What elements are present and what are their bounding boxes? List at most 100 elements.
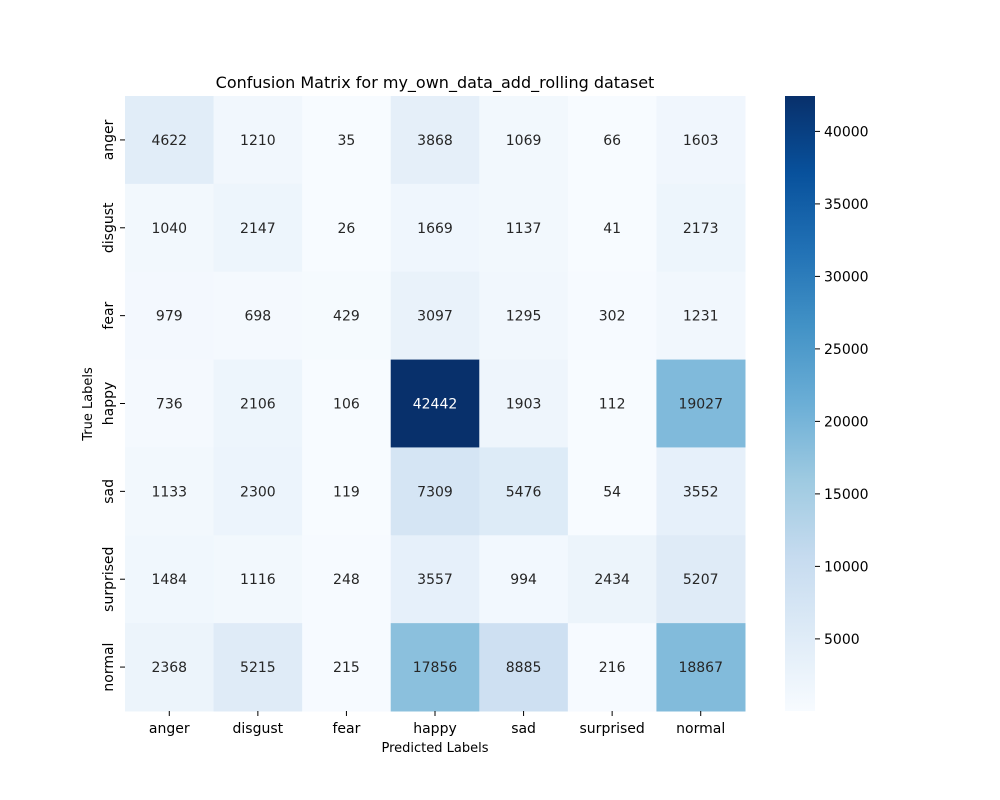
heatmap-cell: [479, 183, 569, 273]
cell-value-label: 119: [333, 484, 360, 500]
y-tick-label: disgust: [101, 202, 117, 253]
heatmap-cell: [479, 359, 569, 448]
y-tick-label: normal: [101, 643, 117, 692]
heatmap-cell: [656, 271, 746, 361]
heatmap-cell: [656, 96, 746, 185]
x-tick-label: surprised: [580, 721, 645, 737]
heatmap-cell: [213, 447, 303, 536]
y-tick-label: fear: [101, 301, 117, 329]
x-tick-label: fear: [332, 721, 360, 737]
x-tick-label: normal: [676, 721, 725, 737]
cell-value-label: 54: [603, 484, 621, 500]
colorbar-ticks: 5000 10000 15000 20000 25000 30000 35000 40000: [815, 124, 869, 648]
cell-value-label: 1903: [506, 397, 542, 413]
cell-value-label: 3868: [417, 133, 453, 149]
cell-value-label: 1133: [151, 484, 187, 500]
heatmap-cell: [302, 447, 392, 536]
heatmap-cell: [390, 96, 480, 185]
cell-value-label: 248: [333, 572, 360, 588]
heatmap-cell: [567, 535, 657, 624]
cell-value-label: 26: [338, 221, 356, 237]
heatmap-cell: [302, 359, 392, 448]
heatmap-cell: [390, 359, 480, 448]
y-axis-label: True Labels: [81, 367, 96, 442]
colorbar-tick-label: 15000: [824, 487, 869, 503]
cell-value-label: 429: [333, 309, 360, 325]
cell-value-label: 2106: [240, 397, 276, 413]
colorbar-tick-label: 20000: [824, 414, 869, 430]
chart-title: Confusion Matrix for my_own_data_add_rol…: [216, 73, 655, 93]
x-tick-label: sad: [511, 721, 536, 737]
cell-value-label: 5207: [683, 572, 719, 588]
colorbar-tick-label: 40000: [824, 124, 869, 140]
cell-value-label: 2368: [151, 660, 187, 676]
cell-value-label: 1069: [506, 133, 542, 149]
heatmap-cells: 4622 1210 35 3868 1069 66 1603 1040 2147 26 1669 11…: [125, 96, 746, 712]
cell-value-label: 1484: [151, 572, 187, 588]
heatmap-cell: [125, 359, 215, 448]
cell-value-label: 979: [156, 309, 183, 325]
heatmap-cell: [390, 183, 480, 273]
heatmap-cell: [302, 183, 392, 273]
heatmap-cell: [390, 623, 480, 712]
x-axis-label: Predicted Labels: [381, 741, 488, 756]
heatmap-cell: [567, 447, 657, 536]
cell-value-label: 19027: [678, 397, 723, 413]
cell-value-label: 3552: [683, 484, 719, 500]
heatmap-cell: [479, 447, 569, 536]
axis-ticks: anger disgust fear happy sad surprised normal a…: [101, 119, 725, 737]
x-tick-label: anger: [149, 721, 190, 737]
cell-value-label: 3557: [417, 572, 453, 588]
heatmap-cell: [656, 359, 746, 448]
heatmap-cell: [125, 447, 215, 536]
heatmap-cell: [302, 96, 392, 185]
heatmap-cell: [567, 623, 657, 712]
cell-value-label: 1040: [151, 221, 187, 237]
cell-value-label: 42442: [413, 397, 458, 413]
heatmap-cell: [567, 271, 657, 361]
cell-value-label: 736: [156, 397, 183, 413]
heatmap-cell: [656, 447, 746, 536]
cell-value-label: 1669: [417, 221, 453, 237]
heatmap-cell: [213, 96, 303, 185]
heatmap-cell: [125, 183, 215, 273]
cell-value-label: 112: [599, 397, 626, 413]
cell-value-label: 106: [333, 397, 360, 413]
cell-value-label: 7309: [417, 484, 453, 500]
heatmap-cell: [479, 623, 569, 712]
heatmap-cell: [302, 271, 392, 361]
heatmap-cell: [479, 271, 569, 361]
heatmap-cell: [213, 623, 303, 712]
cell-value-label: 41: [603, 221, 621, 237]
heatmap-cell: [567, 96, 657, 185]
heatmap-cell: [302, 535, 392, 624]
colorbar: [785, 96, 815, 711]
cell-value-label: 4622: [151, 133, 187, 149]
heatmap-cell: [390, 447, 480, 536]
cell-value-label: 5215: [240, 660, 276, 676]
cell-value-label: 66: [603, 133, 621, 149]
y-tick-label: anger: [101, 119, 117, 160]
heatmap-cell: [213, 359, 303, 448]
cell-value-label: 2147: [240, 221, 276, 237]
heatmap-cell: [656, 183, 746, 273]
colorbar-tick-label: 30000: [824, 269, 869, 285]
y-tick-label: surprised: [101, 547, 117, 612]
heatmap-cell: [656, 535, 746, 624]
heatmap-cell: [567, 183, 657, 273]
x-tick-label: happy: [413, 721, 457, 737]
heatmap-cell: [479, 96, 569, 185]
y-tick-label: happy: [101, 382, 117, 426]
cell-value-label: 3097: [417, 309, 453, 325]
cell-value-label: 1137: [506, 221, 542, 237]
heatmap-cell: [656, 623, 746, 712]
cell-value-label: 1116: [240, 572, 276, 588]
heatmap-cell: [390, 535, 480, 624]
y-tick-label: sad: [101, 479, 117, 504]
colorbar-tick-label: 25000: [824, 342, 869, 358]
colorbar-tick-label: 5000: [824, 632, 860, 648]
cell-value-label: 994: [510, 572, 537, 588]
heatmap-cell: [125, 535, 215, 624]
cell-value-label: 35: [338, 133, 356, 149]
